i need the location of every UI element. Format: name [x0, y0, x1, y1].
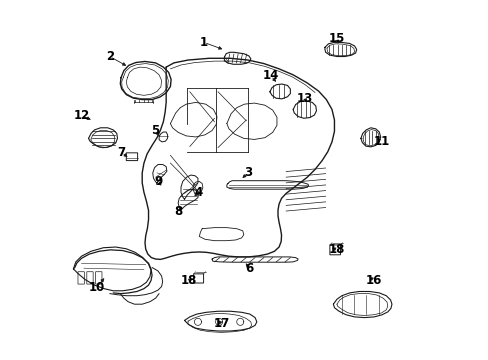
Text: 12: 12 [73, 109, 89, 122]
Text: 6: 6 [245, 262, 253, 275]
Text: 18: 18 [328, 243, 345, 256]
Text: 16: 16 [366, 274, 382, 287]
Text: 17: 17 [213, 318, 229, 330]
Text: 1: 1 [200, 36, 207, 49]
Text: 13: 13 [296, 93, 313, 105]
Text: 11: 11 [372, 135, 389, 148]
Text: 10: 10 [88, 281, 104, 294]
Text: 3: 3 [244, 166, 252, 179]
Text: 2: 2 [105, 50, 114, 63]
Text: 15: 15 [328, 32, 345, 45]
Text: 8: 8 [174, 205, 182, 218]
Text: 14: 14 [262, 69, 279, 82]
Text: 7: 7 [118, 146, 125, 159]
Text: 18: 18 [180, 274, 197, 287]
Text: 4: 4 [194, 186, 203, 199]
Text: 9: 9 [154, 175, 162, 188]
Text: 5: 5 [151, 124, 160, 137]
